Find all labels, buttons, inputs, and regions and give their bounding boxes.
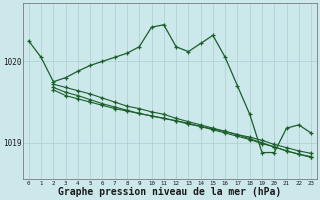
X-axis label: Graphe pression niveau de la mer (hPa): Graphe pression niveau de la mer (hPa): [58, 187, 282, 197]
